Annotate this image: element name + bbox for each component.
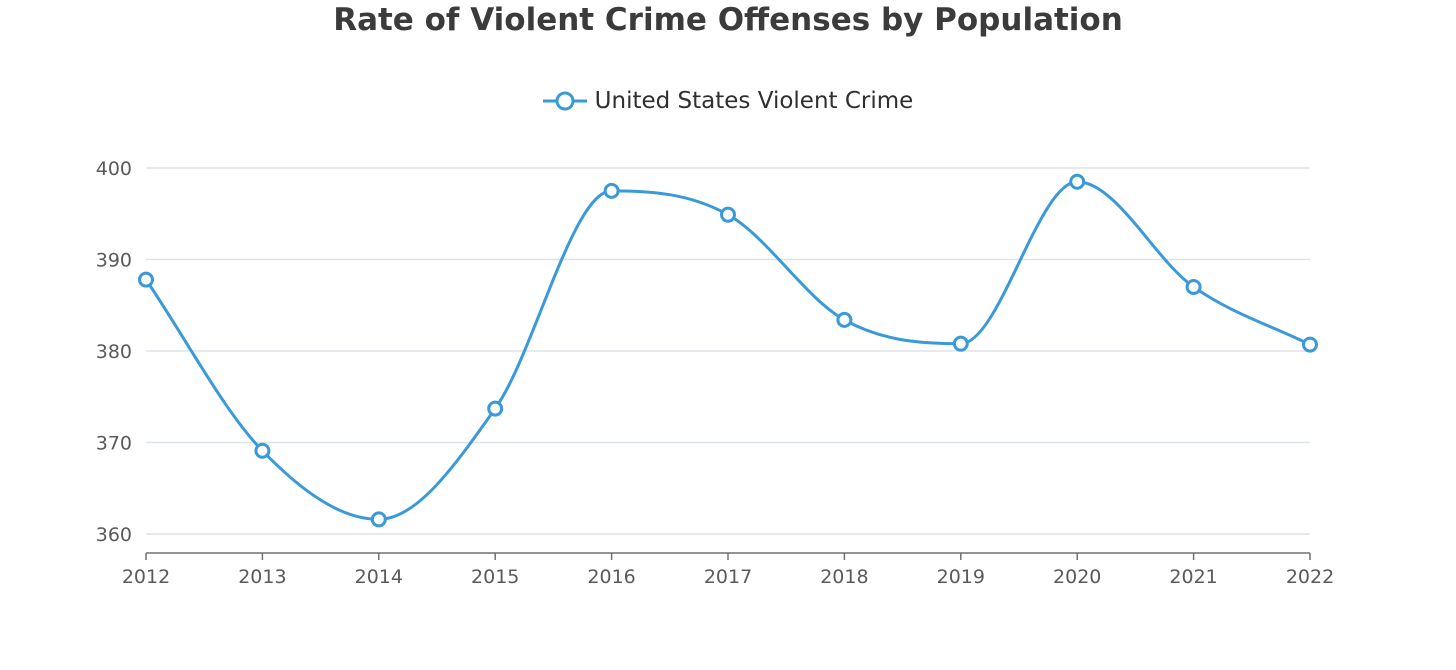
data-point[interactable]: [952, 335, 969, 352]
x-tick-label: 2021: [1169, 566, 1217, 588]
data-point[interactable]: [487, 400, 504, 417]
y-tick-label: 400: [96, 158, 132, 180]
y-tick-label: 370: [96, 433, 132, 455]
legend-marker-icon: [542, 91, 587, 111]
data-point[interactable]: [254, 442, 271, 459]
y-tick-label: 380: [96, 341, 132, 363]
y-axis-labels: 360 370 380 390 400: [96, 158, 132, 546]
x-tick-label: 2022: [1286, 566, 1334, 588]
data-point[interactable]: [1069, 173, 1086, 190]
data-point[interactable]: [1185, 278, 1202, 295]
data-point[interactable]: [370, 511, 387, 528]
x-tick-label: 2016: [587, 566, 635, 588]
data-point[interactable]: [720, 206, 736, 223]
x-axis-labels: 2012 2013 2014 2015 2016 2017 2018 2019 2020 2021…: [122, 566, 1334, 588]
y-tick-label: 390: [96, 250, 132, 272]
x-tick-label: 2018: [820, 566, 868, 588]
data-point[interactable]: [836, 311, 853, 328]
x-tick-label: 2017: [704, 566, 752, 588]
x-axis: [145, 552, 1311, 560]
data-point[interactable]: [603, 182, 620, 199]
x-tick-label: 2019: [937, 566, 985, 588]
data-point[interactable]: [138, 271, 154, 288]
x-tick-label: 2015: [471, 566, 519, 588]
x-tick-label: 2013: [238, 566, 286, 588]
grid-lines: [146, 167, 1310, 535]
x-tick-label: 2012: [122, 566, 170, 588]
x-tick-label: 2020: [1053, 566, 1101, 588]
legend-label: United States Violent Crime: [594, 88, 914, 114]
chart-title: Rate of Violent Crime Offenses by Popula…: [333, 2, 1123, 38]
data-point[interactable]: [1302, 336, 1318, 353]
y-tick-label: 360: [96, 524, 132, 546]
legend[interactable]: United States Violent Crime: [0, 88, 1456, 116]
data-points: [138, 173, 1318, 528]
x-tick-label: 2014: [355, 566, 403, 588]
